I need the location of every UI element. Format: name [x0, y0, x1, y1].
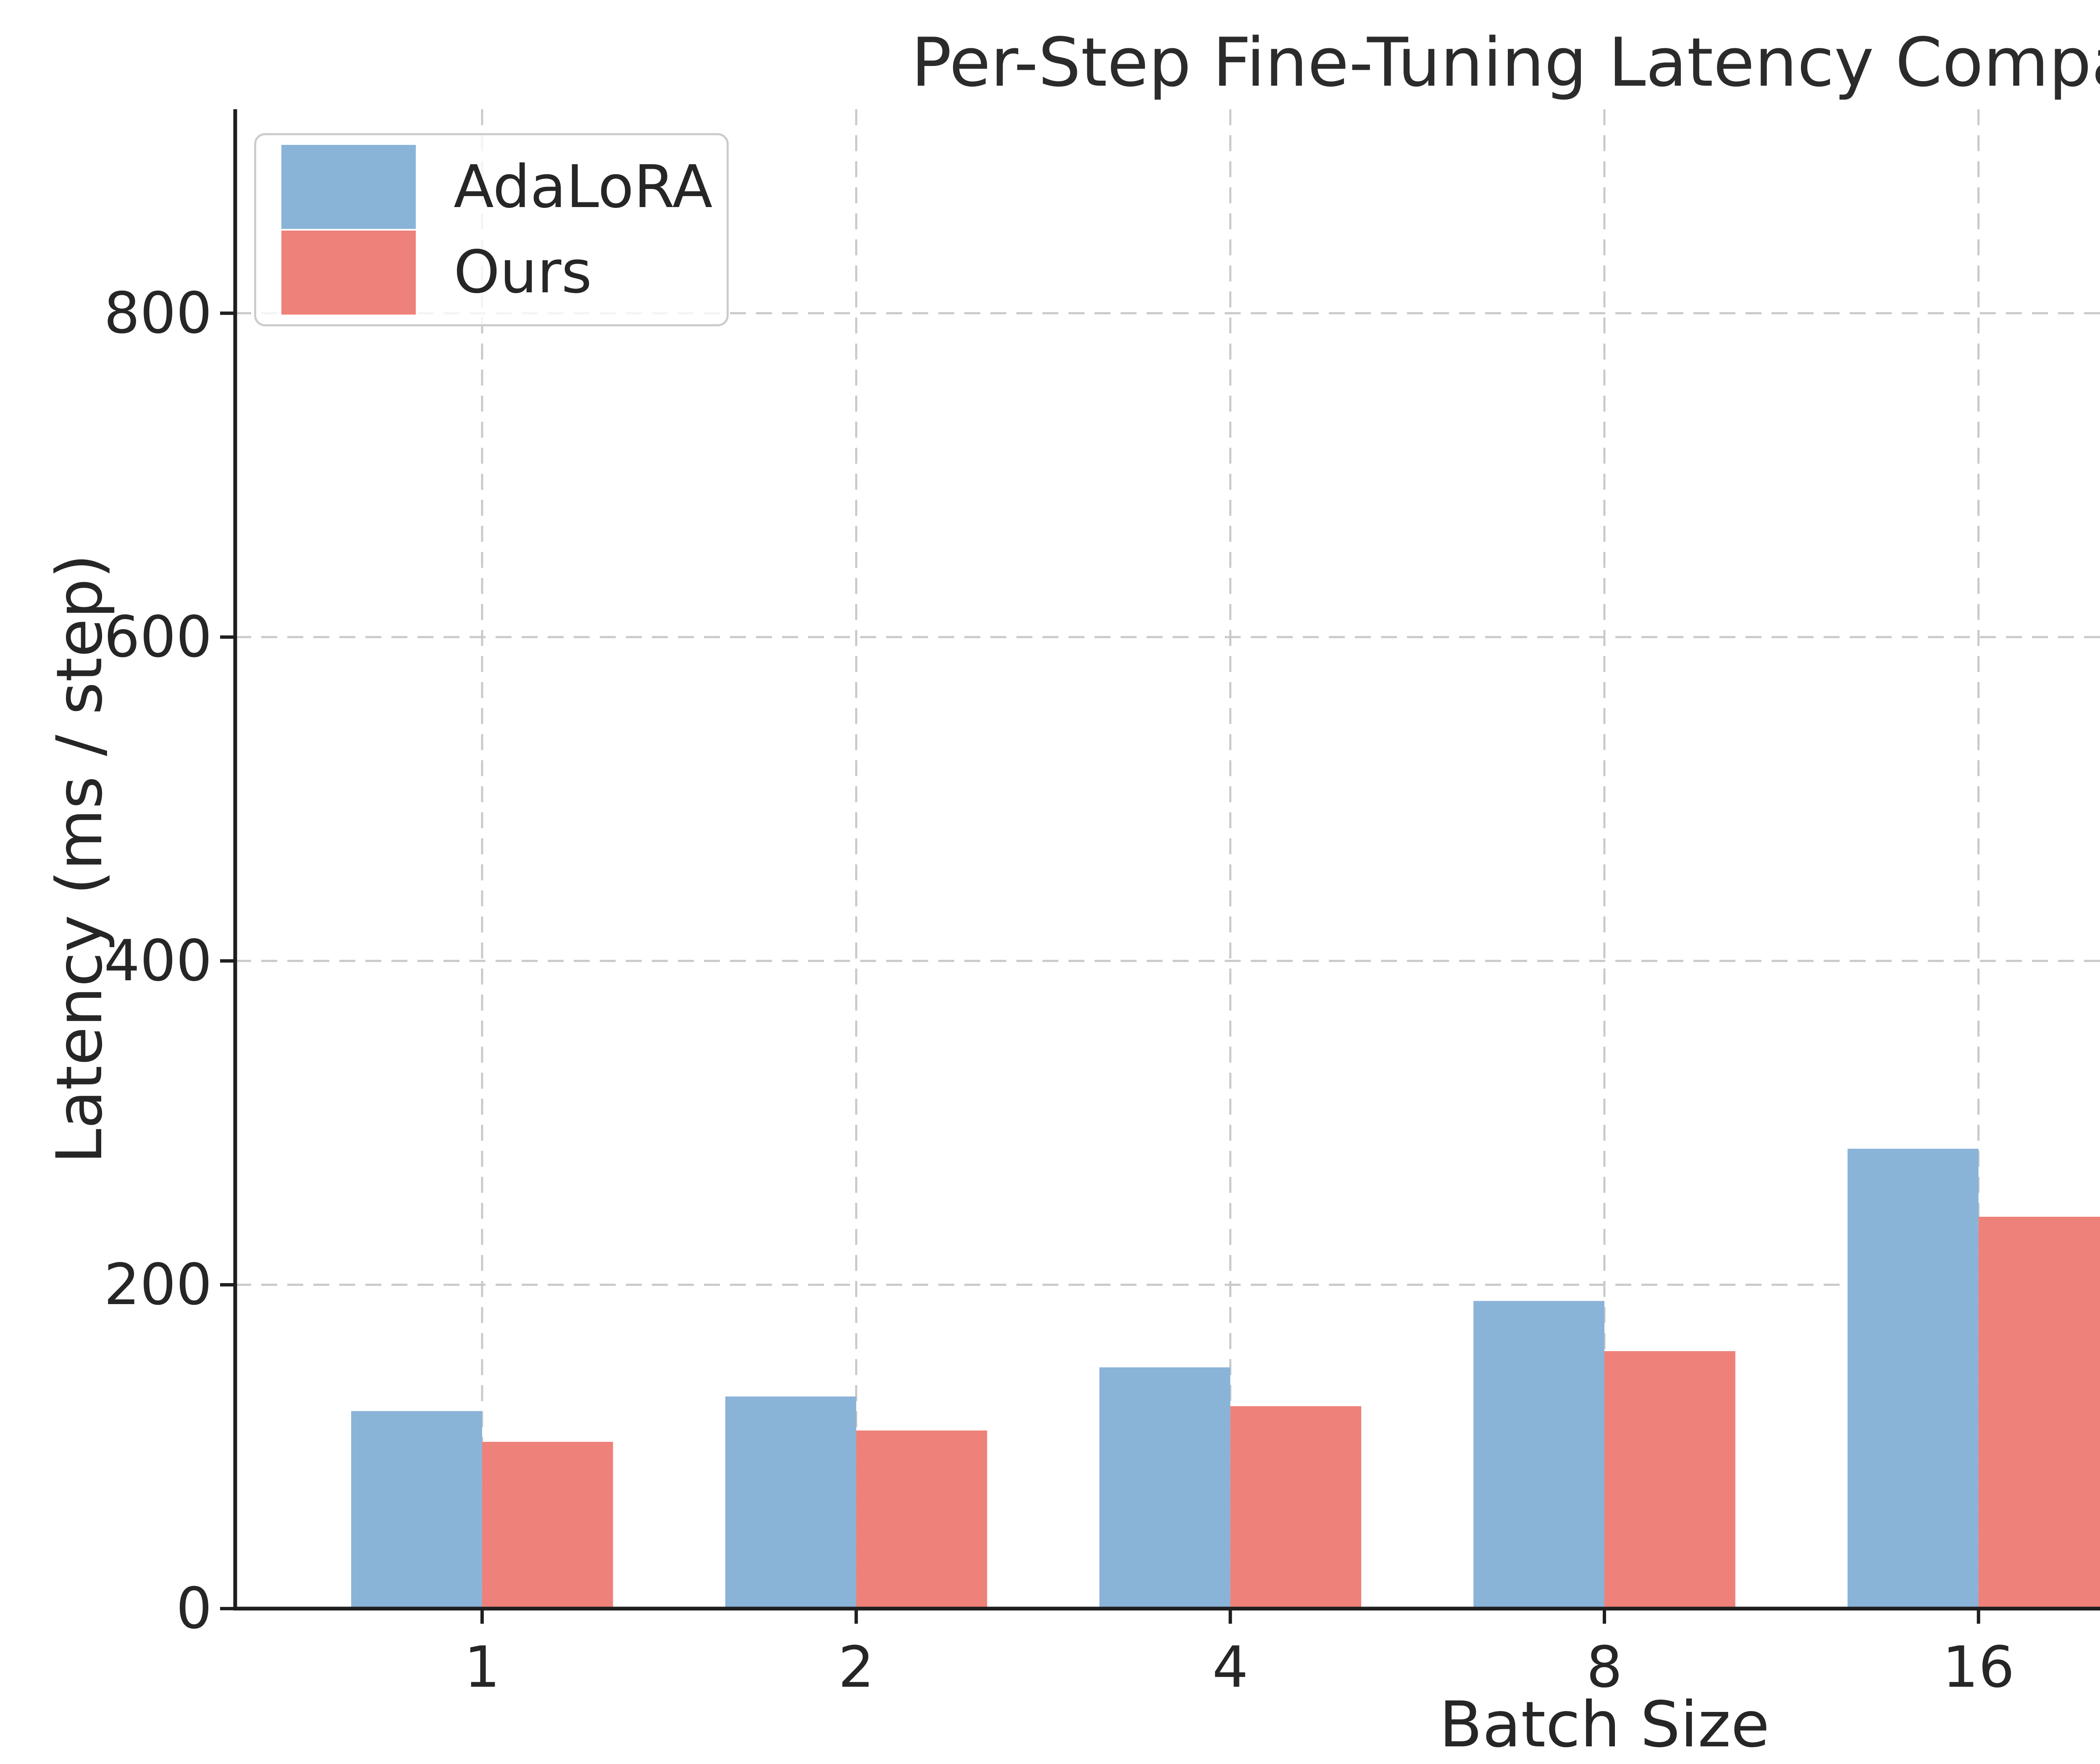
- legend-swatch-adalora: [281, 145, 416, 229]
- y-tick-label: 200: [104, 1251, 212, 1318]
- x-tick-label: 1: [464, 1634, 500, 1700]
- y-tick-label: 600: [104, 604, 212, 670]
- legend-swatch-ours: [281, 230, 416, 315]
- y-tick-label: 400: [104, 927, 212, 994]
- bar-ours: [1978, 1217, 2100, 1609]
- legend-item-ours: Ours: [281, 230, 701, 315]
- x-tick-label: 16: [1942, 1634, 2015, 1700]
- legend-label-ours: Ours: [454, 238, 592, 307]
- x-tick-label: 8: [1586, 1634, 1622, 1700]
- bar-adalora: [725, 1396, 856, 1609]
- bar-ours: [1604, 1351, 1735, 1609]
- x-tick-label: 4: [1212, 1634, 1249, 1700]
- legend-item-adalora: AdaLoRA: [281, 145, 713, 229]
- bar-adalora: [351, 1411, 482, 1609]
- bar-ours: [1230, 1406, 1362, 1609]
- legend-label-adalora: AdaLoRA: [454, 152, 713, 221]
- x-axis-label: Batch Size: [1439, 1688, 1770, 1761]
- chart-title: Per-Step Fine-Tuning Latency Comparison: [911, 23, 2100, 102]
- y-tick-label: 800: [104, 280, 212, 346]
- y-tick-label: 0: [176, 1575, 212, 1641]
- plot-area: [220, 109, 2100, 1624]
- bar-adalora: [1847, 1149, 1979, 1609]
- bar-ours: [856, 1430, 987, 1609]
- x-tick-label: 2: [838, 1634, 874, 1700]
- bar-adalora: [1099, 1367, 1231, 1609]
- bar-adalora: [1473, 1301, 1604, 1609]
- legend: AdaLoRA Ours: [254, 133, 729, 326]
- bar-ours: [482, 1441, 613, 1609]
